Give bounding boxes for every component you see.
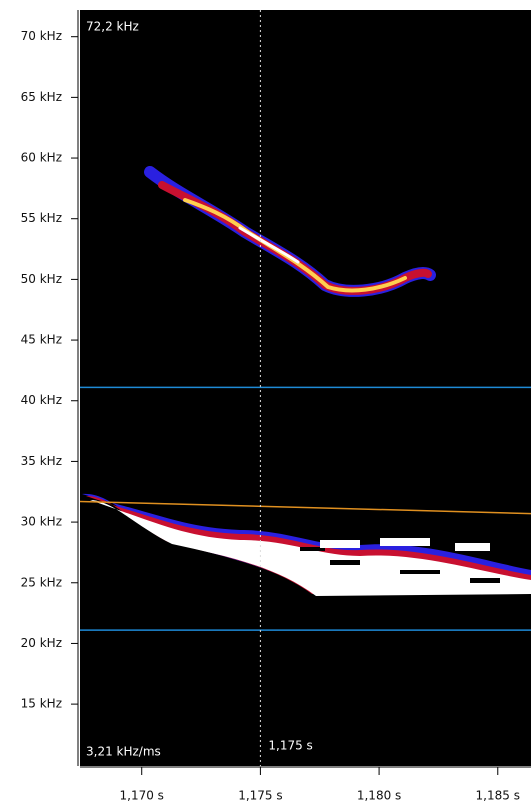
top-label: 72,2 kHz [86,20,139,34]
y-tick-label: 20 kHz [21,636,62,650]
y-tick-label: 25 kHz [21,575,62,589]
y-tick-label: 60 kHz [21,151,62,165]
y-tick-label: 70 kHz [21,29,62,43]
y-tick-label: 55 kHz [21,211,62,225]
x-tick-label: 1,185 s [476,789,520,803]
y-tick-label: 65 kHz [21,90,62,104]
y-tick-label: 30 kHz [21,515,62,529]
upper-call [144,166,436,297]
y-tick-label: 35 kHz [21,454,62,468]
y-tick-label: 50 kHz [21,272,62,286]
x-tick-label: 1,175 s [238,789,282,803]
slope-label: 3,21 kHz/ms [86,745,161,759]
lower-call [82,493,531,596]
trend-line [79,500,531,515]
x-tick-label: 1,170 s [120,789,164,803]
x-tick-label: 1,180 s [357,789,401,803]
y-tick-label: 15 kHz [21,697,62,711]
y-tick-label: 45 kHz [21,333,62,347]
cursor-label: 1,175 s [268,739,312,753]
y-tick-label: 40 kHz [21,393,62,407]
